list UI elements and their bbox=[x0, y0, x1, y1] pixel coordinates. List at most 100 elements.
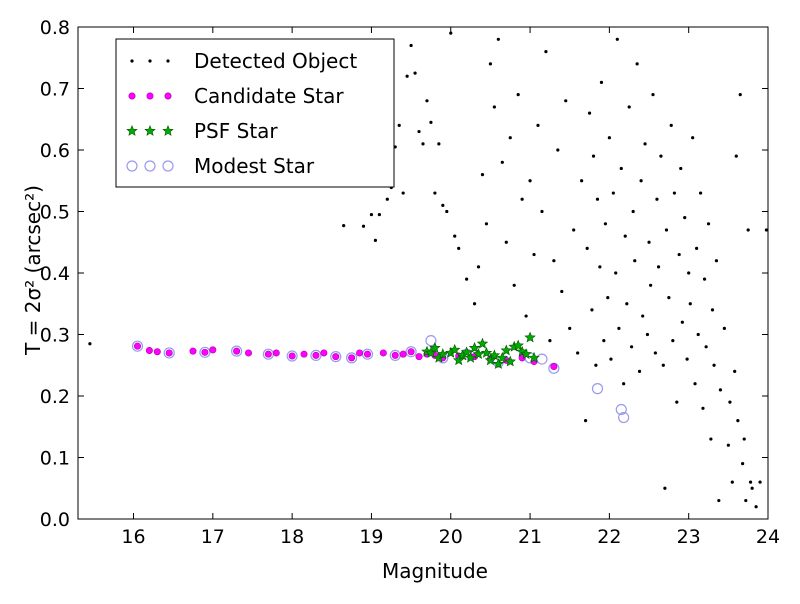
detected-object-point-107 bbox=[688, 302, 692, 306]
detected-object-point-49 bbox=[564, 99, 568, 103]
modest-star-point-2 bbox=[199, 346, 211, 358]
detected-object-point-13 bbox=[413, 71, 417, 75]
detected-object-point-21 bbox=[445, 209, 449, 214]
y-tick-label-7: 0.7 bbox=[40, 79, 70, 101]
legend-marker-detected-object-0 bbox=[130, 59, 134, 63]
detected-object-point-71 bbox=[617, 326, 621, 330]
detected-object-point-73 bbox=[622, 382, 626, 386]
y-tick-label-5: 0.5 bbox=[40, 202, 70, 224]
detected-object-point-23 bbox=[453, 234, 457, 238]
detected-object-point-63 bbox=[602, 339, 606, 343]
detected-object-point-36 bbox=[512, 283, 516, 287]
detected-object-point-14 bbox=[417, 129, 421, 134]
modest-star-point-8 bbox=[346, 352, 358, 364]
detected-object-point-15 bbox=[421, 142, 425, 146]
candidate-star-point-12 bbox=[300, 350, 308, 358]
axes: 16 17 18 19 20 21 22 23 24 0.0 0.1 0.2 0.3 0.4 0.5 0.6 0… bbox=[40, 17, 780, 548]
detected-object-point-88 bbox=[651, 93, 655, 97]
psf-star-point-14 bbox=[480, 346, 493, 358]
detected-object-point-20 bbox=[441, 203, 445, 207]
detected-object-point-128 bbox=[734, 154, 738, 158]
detected-object-point-117 bbox=[709, 437, 713, 441]
candidate-star-point-16 bbox=[348, 354, 356, 362]
detected-object-point-84 bbox=[643, 142, 647, 146]
detected-object-point-39 bbox=[524, 314, 528, 318]
y-tick-label-4: 0.4 bbox=[40, 263, 70, 285]
psf-star-point-4 bbox=[437, 348, 449, 360]
detected-object-point-126 bbox=[730, 480, 734, 484]
detected-object-point-27 bbox=[476, 265, 481, 269]
candidate-star-point-9 bbox=[264, 350, 272, 358]
detected-object-point-62 bbox=[599, 80, 604, 84]
detected-object-point-35 bbox=[508, 136, 512, 140]
detected-object-point-132 bbox=[742, 437, 746, 441]
legend: Detected Object Candidate Star PSF Star Mod… bbox=[115, 38, 395, 188]
series-modest-star bbox=[131, 335, 630, 424]
modest-star-point-5 bbox=[286, 350, 298, 362]
detected-object-point-19 bbox=[437, 142, 441, 146]
candidate-star-point-20 bbox=[391, 351, 399, 359]
detected-object-point-58 bbox=[591, 154, 596, 158]
detected-object-point-79 bbox=[633, 259, 637, 263]
detected-object-point-53 bbox=[580, 179, 584, 183]
x-tick-label-8: 24 bbox=[756, 526, 780, 548]
candidate-star-point-4 bbox=[189, 347, 197, 355]
legend-marker-detected-object-2 bbox=[166, 59, 170, 63]
detected-object-point-131 bbox=[741, 462, 745, 466]
detected-object-point-85 bbox=[645, 332, 650, 337]
psf-star-point-6 bbox=[449, 343, 461, 355]
detected-object-point-130 bbox=[738, 93, 742, 97]
modest-star-point-0 bbox=[131, 340, 144, 352]
detected-object-point-98 bbox=[671, 339, 675, 343]
x-tick-label-1: 17 bbox=[201, 526, 225, 548]
detected-object-point-60 bbox=[595, 197, 600, 201]
plot-marks bbox=[88, 31, 769, 509]
detected-object-point-101 bbox=[677, 252, 681, 257]
candidate-star-point-13 bbox=[312, 351, 320, 359]
detected-object-point-78 bbox=[631, 209, 635, 214]
psf-star-point-15 bbox=[484, 354, 497, 366]
detected-object-point-137 bbox=[754, 505, 758, 509]
detected-object-point-4 bbox=[373, 238, 378, 243]
detected-object-point-47 bbox=[556, 148, 560, 152]
detected-object-point-32 bbox=[496, 37, 500, 41]
detected-object-point-50 bbox=[568, 326, 572, 330]
legend-marker-detected-object-1 bbox=[148, 59, 152, 63]
candidate-star-point-19 bbox=[379, 349, 387, 357]
detected-object-point-22 bbox=[449, 31, 453, 35]
y-tick-label-1: 0.1 bbox=[40, 448, 70, 470]
legend-label-candidate-star: Candidate Star bbox=[194, 84, 344, 108]
legend-entry-detected-object: Detected Object bbox=[130, 49, 357, 73]
detected-object-point-109 bbox=[693, 382, 697, 386]
legend-label-psf-star: PSF Star bbox=[194, 119, 278, 143]
detected-object-point-127 bbox=[733, 369, 737, 373]
y-tick-label-3: 0.3 bbox=[40, 325, 70, 347]
legend-entry-psf-star: PSF Star bbox=[126, 119, 278, 143]
candidate-star-point-14 bbox=[320, 349, 328, 357]
detected-object-point-115 bbox=[704, 345, 708, 349]
legend-marker-psf-star-2 bbox=[162, 124, 174, 136]
detected-object-point-134 bbox=[746, 228, 750, 232]
detected-object-point-54 bbox=[583, 419, 588, 423]
detected-object-point-38 bbox=[520, 197, 524, 201]
detected-object-point-24 bbox=[457, 246, 461, 250]
detected-object-point-43 bbox=[540, 209, 544, 214]
detected-object-point-93 bbox=[661, 363, 665, 367]
detected-object-point-102 bbox=[679, 166, 683, 171]
psf-star-point-20 bbox=[504, 355, 516, 367]
modest-star-point-7 bbox=[330, 351, 342, 363]
detected-object-point-86 bbox=[647, 240, 651, 244]
candidate-star-point-15 bbox=[332, 353, 340, 361]
detected-object-point-125 bbox=[728, 400, 732, 404]
detected-object-point-82 bbox=[639, 179, 643, 183]
x-tick-label-3: 19 bbox=[359, 526, 383, 548]
legend-marker-candidate-star-1 bbox=[146, 92, 154, 100]
x-tick-label-7: 23 bbox=[677, 526, 701, 548]
legend-entry-candidate-star: Candidate Star bbox=[128, 84, 344, 108]
detected-object-point-95 bbox=[664, 228, 669, 232]
detected-object-point-81 bbox=[637, 369, 642, 373]
detected-object-point-111 bbox=[696, 332, 700, 337]
legend-box bbox=[115, 38, 395, 188]
detected-object-point-55 bbox=[585, 246, 589, 250]
detected-object-point-3 bbox=[369, 212, 374, 217]
